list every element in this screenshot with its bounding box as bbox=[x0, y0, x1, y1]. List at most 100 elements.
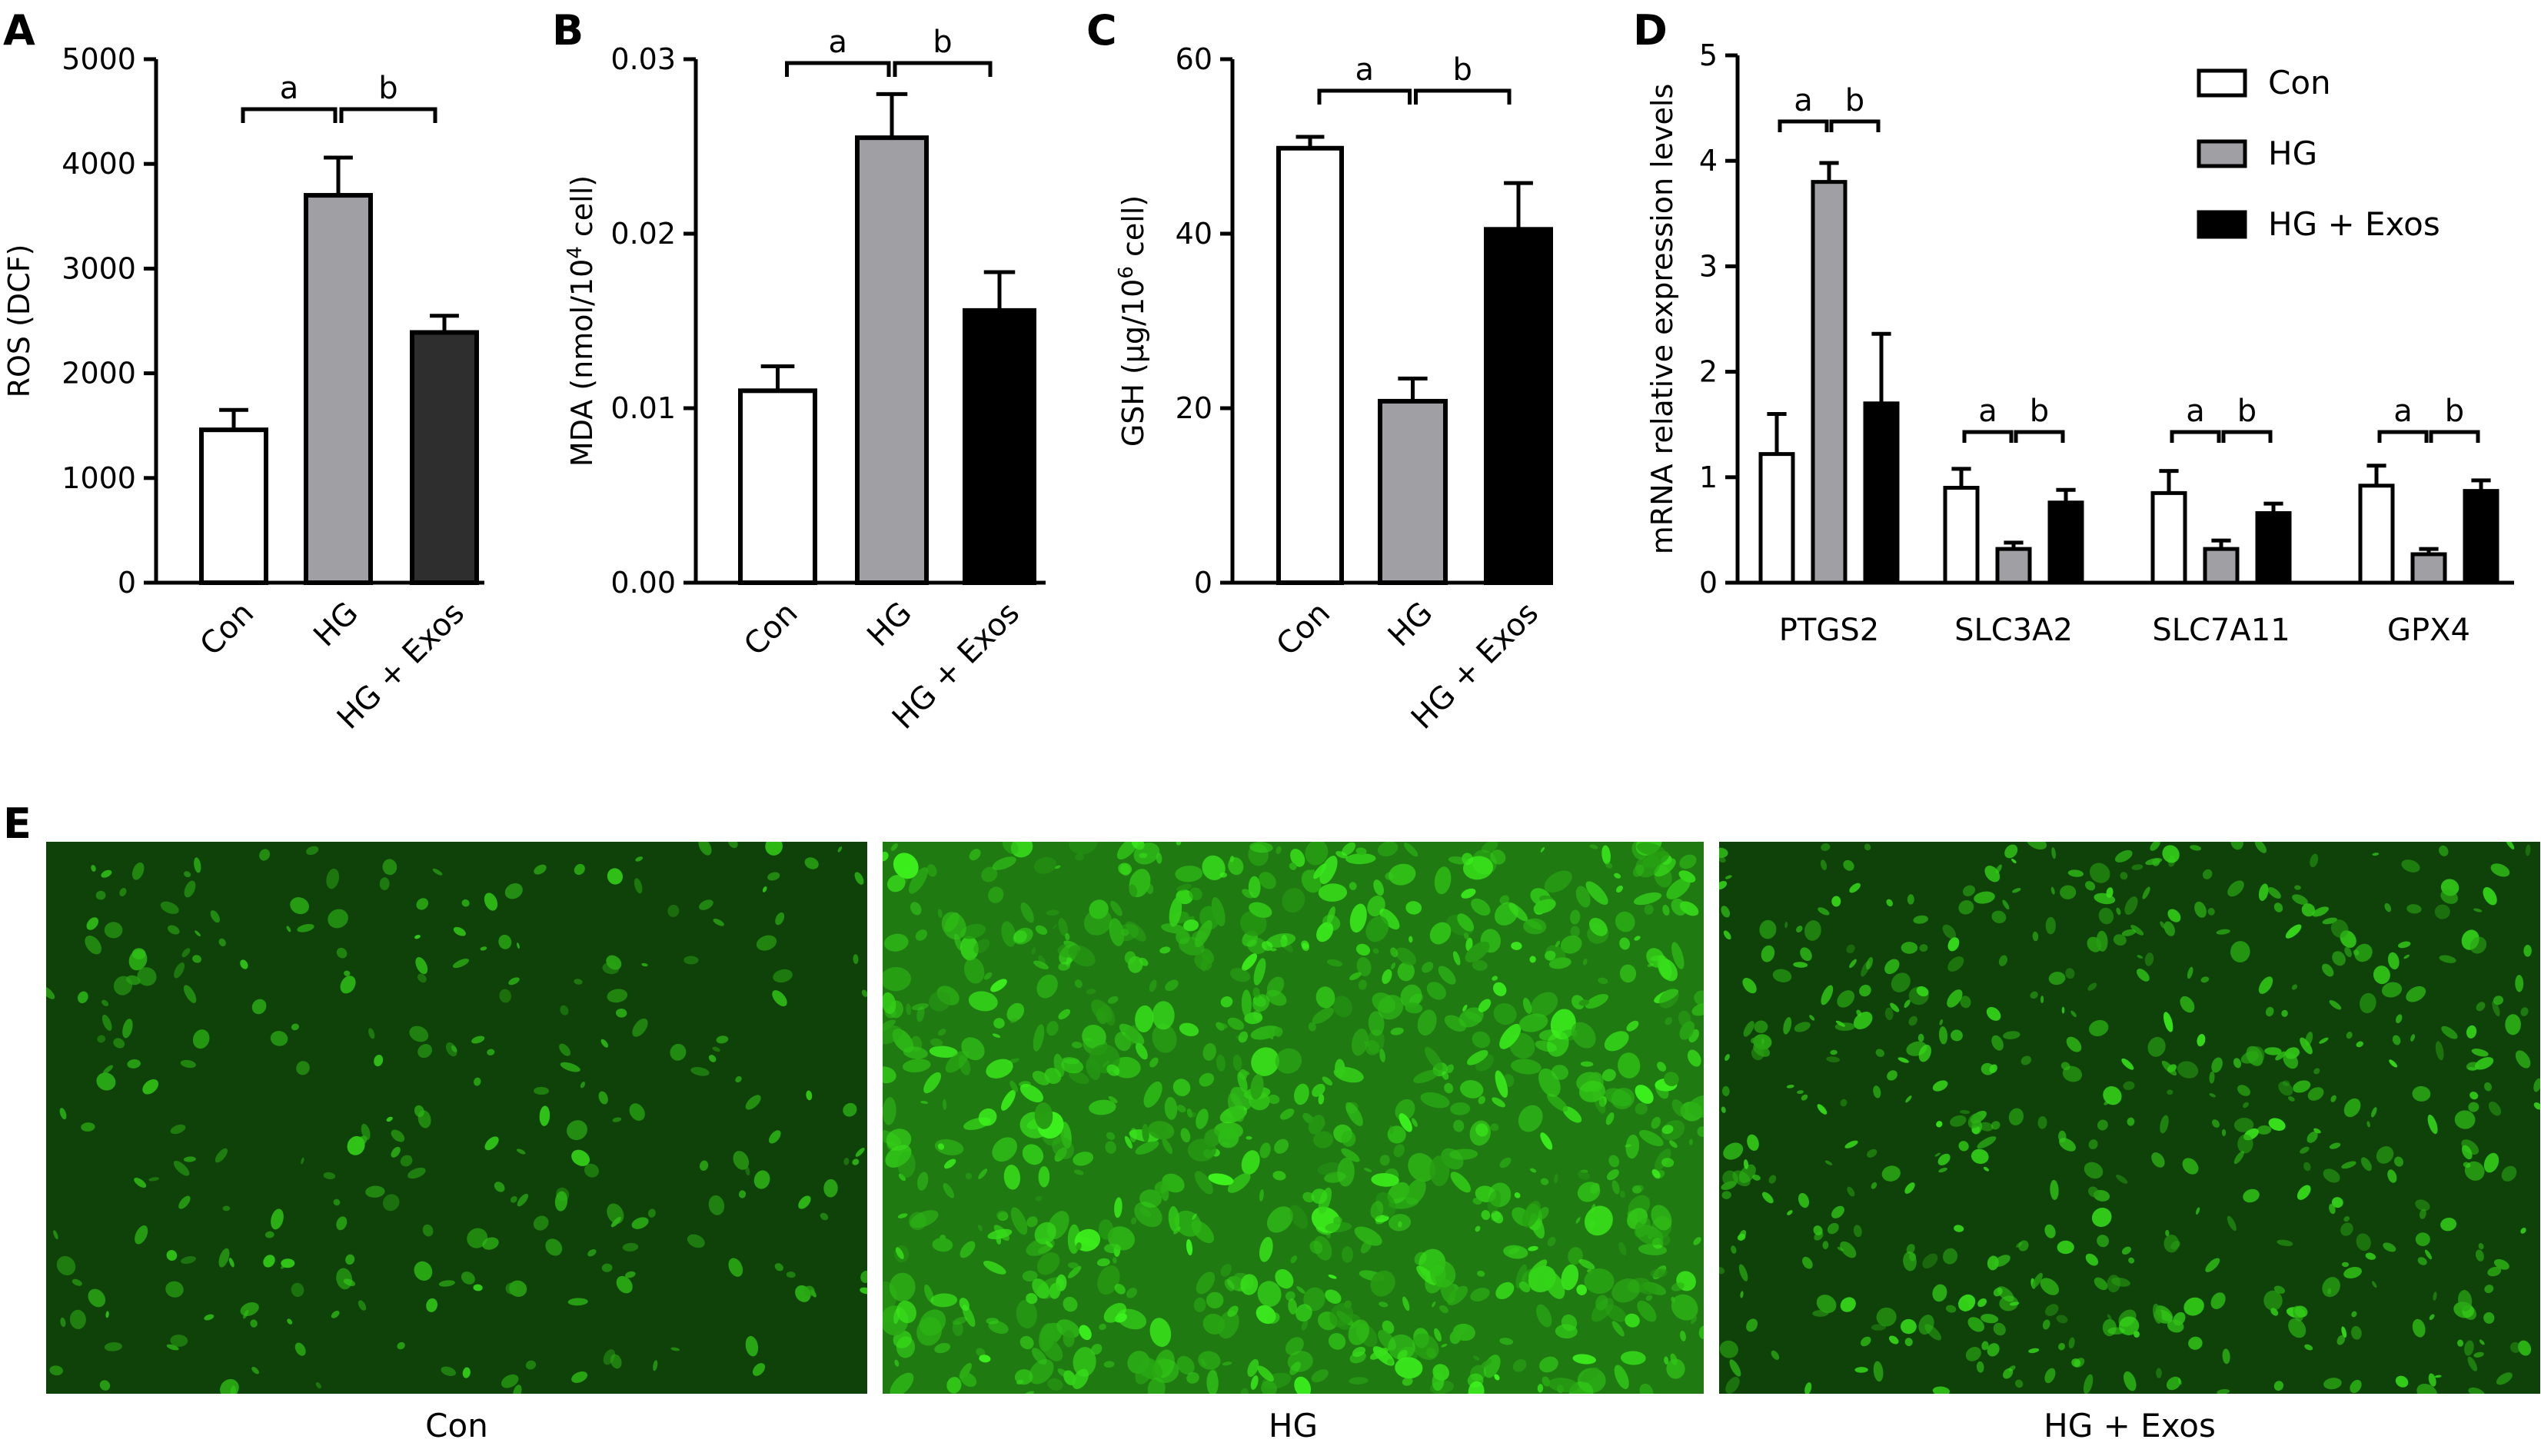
cell-blob bbox=[894, 1359, 900, 1367]
cell-blob bbox=[2492, 1000, 2500, 1017]
cell-blob bbox=[2209, 1093, 2216, 1098]
cell-blob bbox=[1267, 1206, 1293, 1233]
cell-blob bbox=[1802, 1256, 1813, 1269]
cell-blob bbox=[1248, 876, 1261, 899]
cell-blob bbox=[979, 1355, 991, 1363]
cell-blob bbox=[1608, 1155, 1620, 1168]
cell-blob bbox=[1379, 1049, 1385, 1062]
cell-blob bbox=[2265, 1006, 2274, 1017]
cell-blob bbox=[1494, 1374, 1500, 1381]
cell-blob bbox=[1960, 996, 1971, 1009]
cell-blob bbox=[2322, 963, 2334, 977]
cell-blob bbox=[2433, 1291, 2437, 1301]
cell-blob bbox=[1388, 1334, 1415, 1360]
cell-blob bbox=[113, 1038, 125, 1049]
cell-blob bbox=[708, 1195, 725, 1215]
cell-blob bbox=[1325, 1289, 1342, 1304]
cell-blob bbox=[228, 1258, 234, 1268]
cell-blob bbox=[735, 1075, 742, 1083]
cell-blob bbox=[2323, 1378, 2342, 1390]
cell-blob bbox=[1461, 888, 1476, 899]
cell-blob bbox=[1463, 932, 1469, 940]
cell-blob bbox=[567, 1120, 587, 1141]
cell-blob bbox=[1290, 849, 1305, 867]
cell-blob bbox=[1625, 1134, 1640, 1159]
cell-blob bbox=[1539, 1356, 1558, 1373]
cell-blob bbox=[973, 939, 990, 954]
cell-blob bbox=[168, 925, 180, 935]
cell-blob bbox=[2083, 1374, 2094, 1394]
cell-blob bbox=[1370, 1270, 1395, 1297]
micrograph-background bbox=[46, 842, 867, 1394]
cell-blob bbox=[1448, 856, 1469, 865]
cell-blob bbox=[1429, 1155, 1450, 1186]
cell-blob bbox=[452, 959, 470, 969]
cell-blob bbox=[347, 1135, 365, 1155]
cell-blob bbox=[1981, 1314, 1999, 1324]
cell-blob bbox=[1994, 1255, 2011, 1267]
cell-blob bbox=[46, 986, 55, 999]
cell-blob bbox=[1220, 996, 1233, 1008]
cell-blob bbox=[1995, 864, 2002, 874]
cell-blob bbox=[1068, 1265, 1082, 1278]
cell-blob bbox=[2412, 1085, 2431, 1102]
cell-blob bbox=[2381, 982, 2403, 998]
cell-blob bbox=[1873, 1361, 1884, 1382]
cell-blob bbox=[861, 989, 867, 997]
cell-blob bbox=[960, 923, 986, 939]
cell-blob bbox=[1287, 1351, 1313, 1372]
cell-blob bbox=[587, 1248, 597, 1257]
cell-blob bbox=[2327, 1288, 2332, 1295]
y-tick-label: 5000 bbox=[62, 42, 136, 76]
cell-blob bbox=[2351, 1325, 2362, 1340]
cell-blob bbox=[895, 1247, 904, 1260]
cell-blob bbox=[1913, 915, 1928, 924]
cell-blob bbox=[1229, 968, 1251, 982]
cell-blob bbox=[727, 842, 738, 849]
cell-blob bbox=[2331, 1197, 2343, 1208]
cell-blob bbox=[634, 878, 643, 894]
cell-blob bbox=[1193, 1297, 1206, 1312]
cell-blob bbox=[1490, 1123, 1499, 1132]
cell-blob bbox=[1282, 887, 1305, 913]
cell-blob bbox=[1761, 945, 1775, 962]
cell-blob bbox=[2288, 1318, 2307, 1338]
cell-blob bbox=[2341, 1326, 2347, 1338]
cell-blob bbox=[2121, 929, 2136, 936]
cell-blob bbox=[1328, 1274, 1337, 1279]
cell-blob bbox=[1261, 1380, 1277, 1394]
cell-blob bbox=[2177, 1061, 2199, 1079]
cell-blob bbox=[2104, 1100, 2110, 1105]
cell-blob bbox=[1075, 853, 1084, 861]
cell-blob bbox=[264, 1231, 274, 1238]
cell-blob bbox=[1371, 1173, 1399, 1187]
cell-blob bbox=[1936, 1121, 1943, 1128]
cell-blob bbox=[2281, 1009, 2288, 1017]
cell-blob bbox=[1812, 1309, 1829, 1317]
cell-blob bbox=[2387, 952, 2400, 970]
micrograph-field bbox=[46, 842, 867, 1394]
cell-blob bbox=[1993, 1287, 2003, 1297]
cell-blob bbox=[487, 1049, 495, 1055]
cell-blob bbox=[1110, 900, 1122, 916]
cell-blob bbox=[1044, 1067, 1062, 1085]
cell-blob bbox=[2162, 845, 2180, 863]
significance-label: b bbox=[378, 71, 397, 106]
cell-blob bbox=[1626, 1020, 1639, 1032]
cell-blob bbox=[1475, 1225, 1481, 1232]
cell-blob bbox=[978, 1108, 997, 1126]
cell-blob bbox=[1849, 883, 1861, 893]
cell-blob bbox=[823, 1178, 838, 1198]
cell-blob bbox=[1542, 1376, 1551, 1387]
cell-blob bbox=[301, 1157, 304, 1165]
cell-blob bbox=[852, 1158, 860, 1165]
cell-blob bbox=[291, 1282, 304, 1298]
panel-b-chart: 0.00 0.01 0.02 0.03 B MDA (nmol/104 cell) Con H… bbox=[552, 6, 1046, 736]
cell-blob bbox=[1738, 1264, 1748, 1281]
cell-blob bbox=[1585, 881, 1608, 906]
cell-blob bbox=[1123, 1025, 1139, 1046]
cell-blob bbox=[1116, 1308, 1147, 1330]
cell-blob bbox=[1447, 1285, 1468, 1306]
cell-blob bbox=[1114, 1197, 1122, 1218]
